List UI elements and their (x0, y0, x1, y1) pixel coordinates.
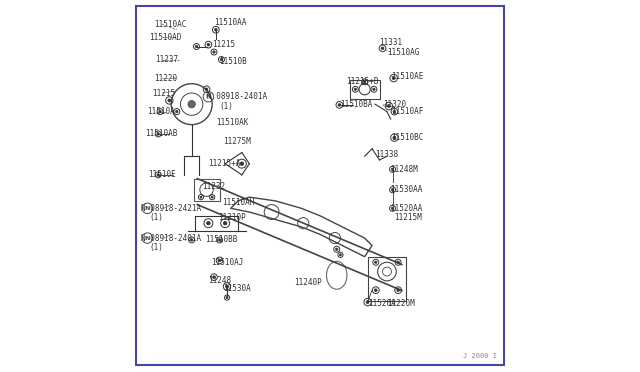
Text: N: N (205, 94, 211, 99)
Text: 11520A: 11520A (369, 299, 396, 308)
Circle shape (393, 136, 396, 139)
Text: 11248: 11248 (207, 276, 231, 285)
Circle shape (354, 88, 356, 90)
Bar (349, 80, 380, 99)
Text: 11510AJ: 11510AJ (211, 258, 244, 267)
Circle shape (391, 189, 394, 191)
Text: 11530AA: 11530AA (390, 185, 422, 194)
Circle shape (214, 28, 217, 31)
Circle shape (392, 77, 395, 80)
Bar (369, 257, 406, 301)
Text: N: N (145, 206, 150, 211)
Text: 11215: 11215 (212, 40, 236, 49)
Circle shape (240, 162, 244, 166)
Circle shape (225, 285, 228, 288)
Circle shape (175, 110, 178, 113)
Circle shape (200, 196, 202, 198)
Circle shape (387, 105, 390, 108)
Circle shape (188, 100, 195, 108)
Text: 11510BC: 11510BC (392, 133, 424, 142)
Text: N 08918-2401A: N 08918-2401A (141, 234, 201, 243)
Text: 11510AK: 11510AK (216, 118, 248, 127)
Text: 11510A: 11510A (147, 107, 175, 116)
Circle shape (157, 133, 159, 135)
Circle shape (374, 289, 377, 292)
Circle shape (159, 110, 161, 113)
Circle shape (366, 301, 369, 304)
Text: 11510AG: 11510AG (387, 48, 419, 57)
Text: 11240P: 11240P (294, 278, 322, 287)
Text: 11520AA: 11520AA (390, 204, 422, 213)
Text: 11510AE: 11510AE (390, 72, 423, 81)
Circle shape (212, 51, 215, 53)
Text: N 08918-2401A: N 08918-2401A (207, 92, 267, 101)
Text: 11510BA: 11510BA (340, 100, 373, 109)
Circle shape (393, 110, 396, 113)
Text: 11320: 11320 (383, 100, 406, 109)
Text: 11510B: 11510B (220, 57, 247, 66)
Text: 11215+B: 11215+B (346, 77, 378, 86)
Bar (193, 179, 220, 201)
Circle shape (191, 239, 193, 241)
Text: 11232: 11232 (202, 182, 225, 190)
Circle shape (212, 276, 215, 279)
Text: 11215: 11215 (152, 89, 176, 97)
Text: 11510AD: 11510AD (150, 33, 182, 42)
Text: 11510AH: 11510AH (223, 198, 255, 207)
Text: (1): (1) (220, 102, 234, 110)
Text: 11210P: 11210P (218, 213, 246, 222)
Circle shape (218, 239, 221, 241)
Circle shape (207, 221, 210, 225)
Text: 11237: 11237 (156, 55, 179, 64)
Text: 11510AB: 11510AB (145, 129, 177, 138)
Text: (1): (1) (149, 213, 163, 222)
Text: 11220: 11220 (154, 74, 177, 83)
Circle shape (211, 196, 213, 198)
Circle shape (397, 261, 399, 263)
Circle shape (391, 207, 394, 209)
Text: 11338: 11338 (375, 150, 398, 159)
Text: (1): (1) (149, 243, 163, 252)
Text: 11215M: 11215M (394, 213, 422, 222)
Circle shape (223, 221, 227, 225)
Circle shape (218, 259, 221, 262)
Circle shape (364, 81, 366, 83)
Text: 11215+A: 11215+A (209, 159, 241, 168)
Circle shape (397, 289, 399, 292)
Circle shape (335, 248, 338, 250)
Text: 11510AF: 11510AF (392, 107, 424, 116)
Text: J 2000 I: J 2000 I (463, 353, 497, 359)
Circle shape (226, 296, 228, 299)
Circle shape (157, 174, 159, 176)
Circle shape (338, 103, 340, 106)
Circle shape (207, 43, 210, 46)
Circle shape (381, 47, 384, 50)
Text: 11530A: 11530A (223, 284, 251, 293)
Circle shape (205, 88, 208, 91)
Text: 11275M: 11275M (223, 137, 251, 146)
Circle shape (220, 58, 223, 61)
Text: 11510E: 11510E (148, 170, 176, 179)
Text: N 08918-2421A: N 08918-2421A (141, 204, 201, 213)
Circle shape (195, 45, 198, 48)
Text: 11510AC: 11510AC (154, 20, 187, 29)
Circle shape (339, 254, 342, 256)
Text: 11510BB: 11510BB (205, 235, 237, 244)
Text: 11331: 11331 (380, 38, 403, 47)
Text: 11220M: 11220M (387, 299, 415, 308)
Text: N: N (145, 235, 150, 241)
Circle shape (391, 168, 394, 170)
Text: 11248M: 11248M (390, 165, 418, 174)
Circle shape (374, 261, 377, 263)
Circle shape (168, 99, 171, 102)
Text: 11510AA: 11510AA (214, 18, 246, 27)
Circle shape (372, 88, 375, 90)
